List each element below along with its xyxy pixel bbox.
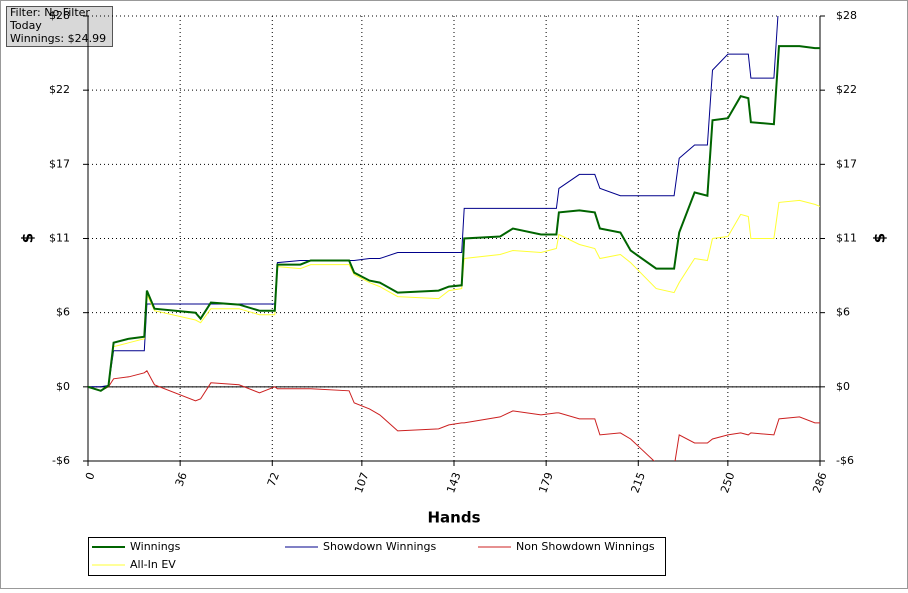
y-tick-label: -$6: [52, 454, 70, 467]
y2-tick-label: $6: [836, 306, 850, 319]
legend-label: Showdown Winnings: [323, 540, 437, 553]
y-tick-label: $22: [49, 83, 70, 96]
series-line: [88, 370, 820, 461]
info-line: Today: [9, 19, 42, 32]
legend-label: All-In EV: [130, 558, 176, 571]
y2-tick-label: $0: [836, 380, 850, 393]
y-tick-label: $0: [56, 380, 70, 393]
x-tick-label: 0: [83, 471, 98, 482]
plot-area: [88, 16, 820, 461]
y2-tick-label: -$6: [836, 454, 854, 467]
y-tick-label: $6: [56, 306, 70, 319]
series-line: [88, 16, 779, 388]
legend-label: Non Showdown Winnings: [516, 540, 655, 553]
y-tick-label: $17: [49, 157, 70, 170]
y-tick-label: $28: [49, 9, 70, 22]
x-tick-label: 36: [173, 471, 190, 489]
y2-axis-label: $: [871, 233, 889, 243]
y2-tick-label: $11: [836, 232, 857, 245]
y2-tick-label: $22: [836, 83, 857, 96]
x-tick-label: 72: [265, 471, 282, 489]
info-line: Winnings: $24.99: [10, 32, 106, 45]
y2-tick-label: $28: [836, 9, 857, 22]
info-box-bg: [6, 6, 113, 47]
x-axis-label: Hands: [427, 509, 480, 527]
info-line: Filter: No Filter: [10, 6, 90, 19]
series-line: [88, 199, 820, 392]
series-line: [88, 45, 820, 392]
legend-label: Winnings: [130, 540, 181, 553]
legend: [88, 537, 666, 576]
y2-tick-label: $17: [836, 157, 857, 170]
y-tick-label: $11: [49, 232, 70, 245]
y-axis-label: $: [19, 233, 37, 243]
